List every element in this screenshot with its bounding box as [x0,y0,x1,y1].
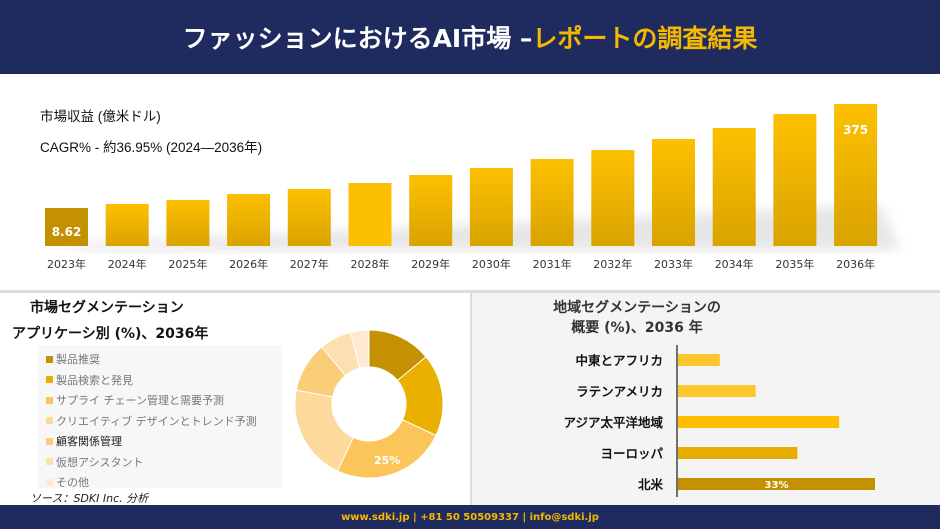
application-segment-panel: 市場セグメンテーション アプリケーシ別 (%)、2036年 製品推奨製品検索と発… [0,293,470,505]
divider [470,293,472,505]
legend-item: クリエイティブ デザインとトレンド予測 [46,413,257,429]
x-tick-label: 2034年 [715,257,754,271]
legend-swatch [46,376,53,383]
bar-2029年 [409,175,453,246]
x-tick-label: 2036年 [836,257,875,271]
donut-slice-7 [349,329,370,369]
bar-2033年 [652,139,695,246]
legend-label: 顧客関係管理 [56,435,122,448]
region-label: 北米 [638,477,664,492]
donut-slice-3 [336,419,437,479]
bar-2031年 [530,159,574,246]
bar-2035年 [773,114,817,246]
legend-item: 製品推奨 [46,351,100,367]
legend-label: 仮想アシスタント [56,455,144,469]
x-tick-label: 2032年 [593,257,632,271]
legend-label: 製品検索と発見 [56,373,133,387]
legend-item: その他 [46,474,89,490]
region-bar-2 [678,385,756,397]
region-bar-3 [678,416,840,428]
region-label: ヨーロッパ [600,446,663,461]
revenue-chart-panel: 市場収益 (億米ドル) CAGR% - 約36.95% (2024—2036年)… [0,75,940,290]
region-bar-4 [678,447,798,459]
region-label: 中東とアフリカ [575,353,663,368]
x-tick-label: 2030年 [472,257,511,271]
legend-item: 仮想アシスタント [46,454,144,470]
bar-2025年 [166,200,210,246]
page-title-highlight: レポートの調査結果 [532,24,758,53]
footer-contact: www.sdki.jp | +81 50 50509337 | info@sdk… [0,505,940,529]
bar-2024年 [105,204,149,246]
donut-data-label: 25% [374,454,400,467]
divider [0,290,940,293]
x-tick-label: 2025年 [168,257,207,271]
data-label: 375 [843,123,868,137]
region-bar-1 [678,354,720,366]
region-label: アジア太平洋地域 [563,415,663,430]
legend-swatch [46,396,53,404]
bar-2027年 [287,189,331,246]
segment-title: 市場セグメンテーション [30,300,184,316]
bar-2026年 [227,194,271,246]
x-tick-label: 2026年 [229,257,268,271]
legend-label: 製品推奨 [56,353,100,366]
x-tick-label: 2031年 [533,257,572,271]
pie-legend: 製品推奨製品検索と発見サプライ チェーン管理と需要予測クリエイティブ デザインと… [38,345,282,490]
region-data-label: 33% [765,480,789,491]
legend-label: その他 [56,476,89,489]
region-bar-5 [678,478,875,490]
x-tick-label: 2023年 [47,257,86,271]
bar-2032年 [591,150,635,246]
bar-2023年 [45,208,88,246]
x-tick-label: 2024年 [108,257,147,271]
legend-swatch [46,437,53,445]
legend-item: 製品検索と発見 [46,372,133,388]
x-tick-label: 2028年 [351,257,390,271]
segment-subtitle: アプリケーシ別 (%)、2036年 [12,326,209,342]
legend-swatch [46,458,53,465]
revenue-bar-chart: 2023年 8.62 2024年 2025年 2026年 2027年 2028年 2029年 2… [45,104,900,271]
legend-label: サプライ チェーン管理と需要予測 [56,394,224,407]
header-banner: ファッションにおけるAI市場 – レポートの調査結果 [0,0,940,74]
application-donut-chart: 25% [294,329,444,479]
region-label: ラテンアメリカ [576,384,663,399]
revenue-chart-cagr: CAGR% - 約36.95% (2024—2036年) [40,140,263,155]
legend-swatch [46,478,53,486]
bar-2036年 [834,104,878,246]
page-title: ファッションにおけるAI市場 – [182,24,533,53]
bar-2034年 [712,128,756,246]
x-tick-label: 2027年 [290,257,329,271]
legend-label: クリエイティブ デザインとトレンド予測 [56,414,257,428]
region-title: 地域セグメンテーションの [553,300,721,316]
bar-2030年 [469,168,513,246]
bar-2028年 [348,183,392,246]
legend-swatch [46,417,53,424]
x-tick-label: 2029年 [411,257,450,271]
legend-item: サプライ チェーン管理と需要予測 [46,392,224,408]
legend-swatch [46,355,53,363]
source-note: ソース：SDKI Inc. 分析 [30,492,149,505]
x-tick-label: 2033年 [654,257,693,271]
region-title-2: 概要 (%)、2036 年 [571,320,703,336]
region-segment-panel: 地域セグメンテーションの 概要 (%)、2036 年 中東とアフリカ ラテンアメリ… [472,293,940,505]
data-label: 8.62 [52,225,82,239]
revenue-chart-title: 市場収益 (億米ドル) [40,109,161,124]
legend-item: 顧客関係管理 [46,433,122,449]
x-tick-label: 2035年 [775,257,814,271]
